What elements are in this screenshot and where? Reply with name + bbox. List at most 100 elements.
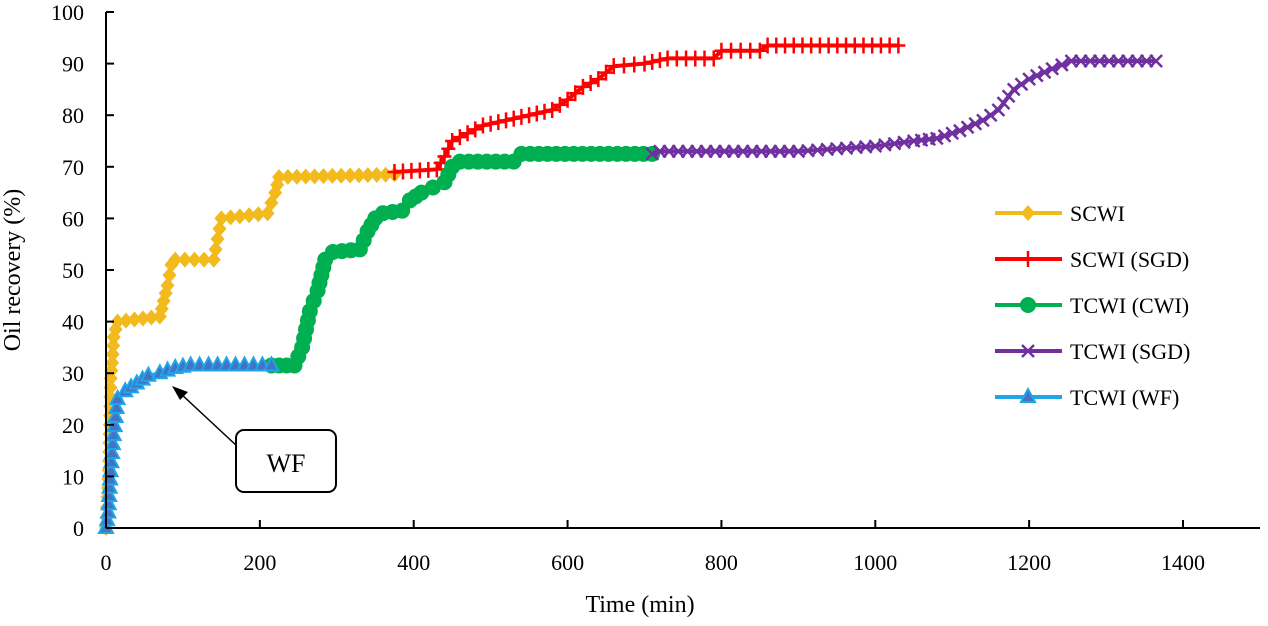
data-point xyxy=(468,121,483,138)
data-point xyxy=(360,167,375,184)
data-point xyxy=(325,167,340,184)
data-point xyxy=(645,53,660,70)
y-tick-label: 70 xyxy=(62,155,84,180)
data-point xyxy=(289,168,304,185)
legend-item: TCWI (CWI) xyxy=(995,293,1189,318)
x-tick-label: 800 xyxy=(705,550,738,575)
data-point xyxy=(706,50,721,67)
data-point xyxy=(212,220,227,237)
series-scwi-sgd xyxy=(387,37,906,180)
data-point xyxy=(108,388,127,405)
data-point xyxy=(560,91,575,108)
data-point xyxy=(514,108,529,125)
data-point xyxy=(144,309,159,326)
data-point xyxy=(1054,58,1069,72)
annotation-wf: WF xyxy=(172,386,337,493)
data-point xyxy=(929,131,944,146)
data-point xyxy=(160,277,175,294)
data-point xyxy=(452,129,467,146)
data-point xyxy=(652,52,667,69)
y-tick-label: 30 xyxy=(62,361,84,386)
data-point xyxy=(105,354,120,371)
data-point xyxy=(637,55,652,72)
data-point xyxy=(583,74,598,91)
data-point xyxy=(177,251,192,268)
data-point xyxy=(491,114,506,131)
data-point xyxy=(499,112,514,129)
data-point xyxy=(537,103,552,120)
y-tick-label: 50 xyxy=(62,258,84,283)
data-point xyxy=(968,116,983,131)
data-point xyxy=(127,311,142,328)
data-point xyxy=(953,123,967,138)
data-point xyxy=(937,128,952,143)
data-point xyxy=(575,78,590,95)
data-point xyxy=(135,310,150,327)
data-point xyxy=(139,365,157,382)
x-tick-label: 1400 xyxy=(1161,550,1205,575)
legend-item: TCWI (WF) xyxy=(995,385,1179,410)
data-point xyxy=(460,125,475,142)
data-point xyxy=(262,355,281,372)
data-point xyxy=(106,337,121,354)
data-point xyxy=(298,168,313,185)
data-point xyxy=(197,251,212,268)
data-point xyxy=(552,96,567,113)
series-tcwi-sgd xyxy=(645,54,1163,161)
data-point xyxy=(545,102,560,119)
legend-label: SCWI (SGD) xyxy=(1070,247,1189,272)
data-point xyxy=(98,510,116,527)
data-point xyxy=(105,346,120,363)
data-point xyxy=(280,168,295,185)
series-layer xyxy=(97,37,1163,536)
x-tick-label: 200 xyxy=(243,550,276,575)
data-point xyxy=(316,168,331,185)
x-tick-label: 400 xyxy=(397,550,430,575)
data-point xyxy=(1045,61,1060,76)
data-point xyxy=(1029,68,1044,83)
legend-label: TCWI (SGD) xyxy=(1070,339,1190,364)
data-point xyxy=(214,210,229,227)
x-tick-label: 600 xyxy=(551,550,584,575)
data-point xyxy=(599,64,614,81)
data-point xyxy=(960,120,975,135)
series-tcwi-wf xyxy=(97,355,281,534)
data-point xyxy=(307,168,322,185)
x-axis-label: Time (min) xyxy=(585,592,694,618)
data-point xyxy=(343,167,358,184)
annotation-arrow xyxy=(179,392,239,448)
data-point xyxy=(475,117,490,134)
legend-marker-icon xyxy=(1021,251,1035,267)
data-point xyxy=(104,434,122,451)
legend-label: SCWI xyxy=(1070,201,1125,226)
data-point xyxy=(106,406,125,424)
y-tick-label: 10 xyxy=(62,464,84,489)
data-point xyxy=(105,425,123,442)
data-point xyxy=(119,312,134,329)
data-point xyxy=(272,169,287,186)
data-point xyxy=(208,241,223,258)
annotation-box xyxy=(235,429,337,493)
legend-item: SCWI (SGD) xyxy=(995,247,1189,272)
data-point xyxy=(187,251,202,268)
data-point xyxy=(103,443,121,460)
y-tick-label: 20 xyxy=(62,413,84,438)
data-point xyxy=(242,207,257,224)
series-tcwi-cwi xyxy=(263,145,661,374)
data-point xyxy=(752,42,767,59)
data-point xyxy=(483,115,498,132)
data-point xyxy=(334,167,349,184)
data-point xyxy=(102,452,121,469)
y-tick-label: 60 xyxy=(62,206,84,231)
data-point xyxy=(162,267,177,284)
data-point xyxy=(976,113,990,128)
data-point xyxy=(983,108,998,123)
data-point xyxy=(568,85,583,102)
data-point xyxy=(351,167,366,184)
series-line xyxy=(651,59,1157,156)
legend-marker-icon xyxy=(1021,205,1035,221)
y-tick-label: 90 xyxy=(62,52,84,77)
ticks: 0 200 400 600 800 1000 1200 1400 0 10 20 30 40 50 60 70… xyxy=(51,0,1205,575)
legend-item: SCWI xyxy=(995,201,1125,226)
data-point xyxy=(445,133,460,149)
